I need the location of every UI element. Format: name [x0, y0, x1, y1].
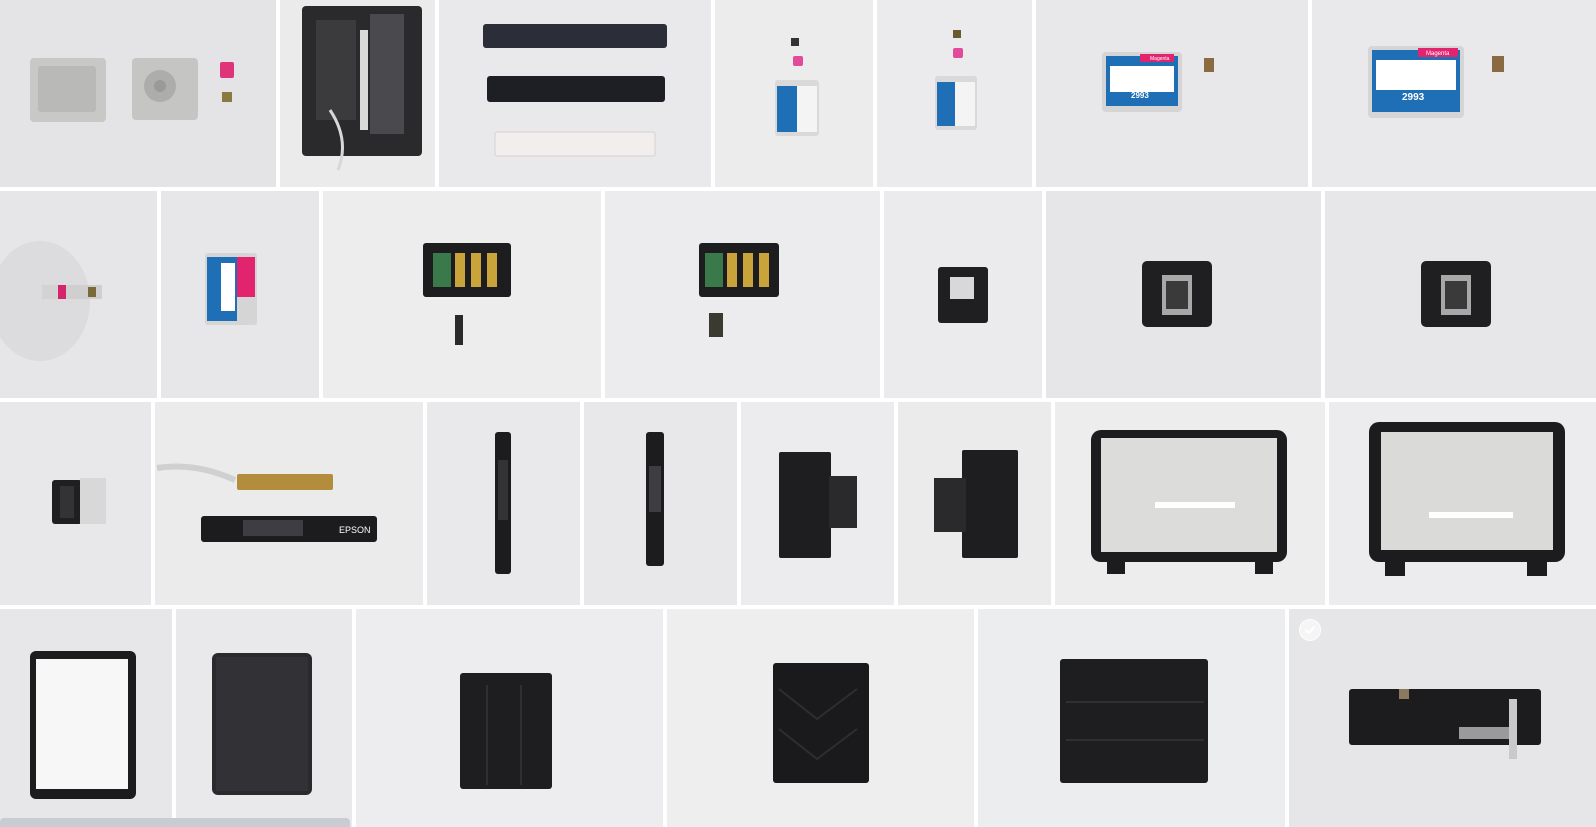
photo-scanner-glass-frame-2[interactable] — [1329, 402, 1596, 605]
magenta-label: Magenta — [1150, 56, 1170, 62]
gallery-row-2 — [0, 191, 1596, 398]
photo-black-rails-and-sponge[interactable] — [439, 0, 711, 187]
photo-printhead-top-view[interactable] — [1046, 191, 1321, 398]
photo-scanner-glass-frame[interactable] — [1055, 402, 1325, 605]
photo-printhead-side-view[interactable] — [0, 402, 151, 605]
gallery-row-1: Magenta 2993 Magenta 2993 — [0, 0, 1596, 187]
photo-control-panel-vertical-2[interactable] — [584, 402, 737, 605]
photo-printhead-small[interactable] — [884, 191, 1042, 398]
photo-paper-output-tray[interactable] — [356, 609, 663, 827]
photo-control-panel-vertical[interactable] — [427, 402, 580, 605]
photo-scanner-lid-inner[interactable] — [0, 609, 172, 827]
selected-check-icon[interactable] — [1299, 619, 1321, 641]
photo-printer-carriage-assembly[interactable] — [280, 0, 435, 187]
photo-magenta-cartridge-front[interactable]: Magenta 2993 — [1036, 0, 1308, 187]
cartridge-number-label-2: 2993 — [1402, 92, 1425, 103]
photo-control-panel-board[interactable]: EPSON — [155, 402, 423, 605]
photo-paper-support-panel[interactable] — [667, 609, 974, 827]
photo-paper-feed-roller-assembly[interactable] — [1289, 609, 1596, 827]
bottom-panel-handle[interactable] — [0, 818, 350, 827]
photo-cartridge-holder-with-sensor[interactable] — [323, 191, 601, 398]
photo-scanner-lid-outer[interactable] — [176, 609, 352, 827]
photo-paper-tray-extension-2[interactable] — [898, 402, 1051, 605]
photo-cartridge-with-chips-small-2[interactable] — [877, 0, 1032, 187]
photo-printhead-top-view-2[interactable] — [1325, 191, 1596, 398]
photo-rear-paper-guide[interactable] — [978, 609, 1285, 827]
epson-logo-text: EPSON — [339, 525, 371, 535]
magenta-label-2: Magenta — [1426, 51, 1450, 57]
gallery-row-4 — [0, 609, 1596, 827]
cartridge-number-label: 2993 — [1131, 91, 1149, 100]
photo-paper-tray-extension[interactable] — [741, 402, 894, 605]
photo-cartridge-holder-top[interactable] — [605, 191, 880, 398]
gallery-row-3: EPSON — [0, 402, 1596, 605]
photo-magenta-cartridge-front-2[interactable]: Magenta 2993 — [1312, 0, 1596, 187]
photo-cartridge-standing[interactable] — [161, 191, 319, 398]
photo-cartridge-side-view[interactable] — [0, 191, 157, 398]
photo-cartridge-covers-and-chips[interactable] — [0, 0, 276, 187]
photo-cartridge-with-chips-small[interactable] — [715, 0, 873, 187]
